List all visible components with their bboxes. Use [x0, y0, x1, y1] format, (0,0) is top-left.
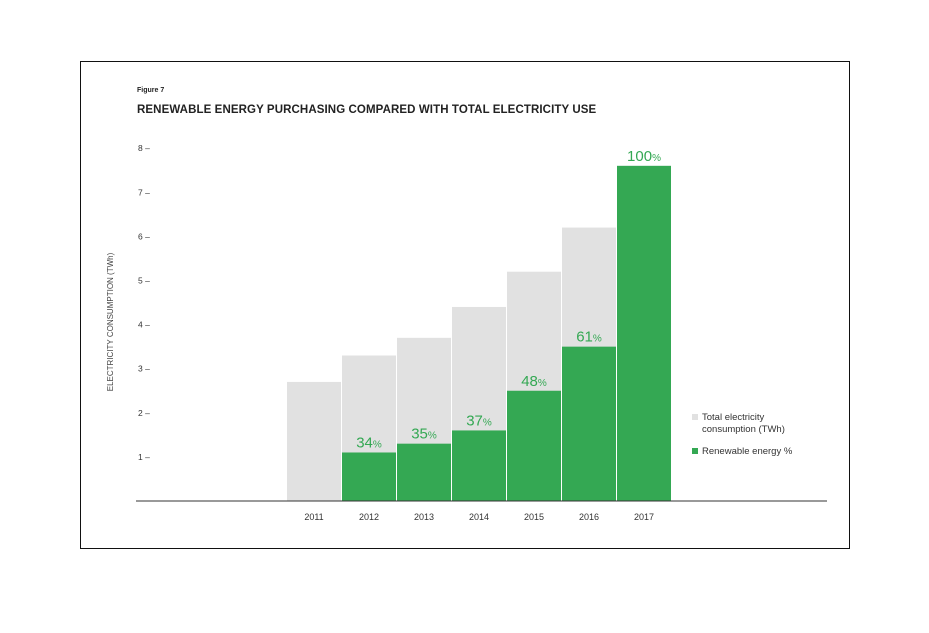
- renewable-bar-2017: [617, 165, 671, 501]
- legend-label-1: Total electricity: [702, 412, 765, 423]
- chart-title: RENEWABLE ENERGY PURCHASING COMPARED WIT…: [137, 104, 597, 116]
- y-tick-label-2: 2 –: [138, 408, 150, 418]
- legend-swatch-1: [692, 414, 698, 420]
- data-label-2013: 35%: [411, 426, 437, 443]
- renewable-bar-2016: [562, 346, 616, 501]
- total-bar-2011: [287, 381, 341, 501]
- data-label-2017: 100%: [627, 148, 661, 165]
- data-label-2016: 61%: [576, 329, 602, 346]
- figure-label: Figure 7: [137, 87, 164, 94]
- x-tick-label-2015: 2015: [524, 512, 544, 522]
- x-axis-ticks: 2011 2012 2013 2014 2015 2016 2017: [304, 512, 654, 522]
- renewable-bar-2012: [342, 452, 396, 501]
- y-tick-label-4: 4 –: [138, 320, 150, 330]
- data-label-2012: 34%: [356, 434, 382, 451]
- x-tick-label-2014: 2014: [469, 512, 489, 522]
- legend-swatch-2: [692, 448, 698, 454]
- y-tick-label-3: 3 –: [138, 364, 150, 374]
- renewable-bar-2013: [397, 443, 451, 501]
- renewable-bars: [342, 165, 671, 501]
- data-label-2014: 37%: [466, 412, 492, 429]
- y-tick-label-8: 8 –: [138, 143, 150, 153]
- y-tick-label-7: 7 –: [138, 187, 150, 197]
- data-label-2015: 48%: [521, 373, 547, 390]
- y-tick-label-6: 6 –: [138, 231, 150, 241]
- legend-label-1-line2: consumption (TWh): [702, 424, 785, 435]
- renewable-bar-2014: [452, 430, 506, 501]
- y-tick-label-1: 1 –: [138, 452, 150, 462]
- x-tick-label-2012: 2012: [359, 512, 379, 522]
- x-tick-label-2017: 2017: [634, 512, 654, 522]
- y-axis-label: ELECTRICITY CONSUMPTION (TWh): [106, 252, 115, 391]
- figure-frame: Figure 7 RENEWABLE ENERGY PURCHASING COM…: [80, 61, 850, 549]
- x-tick-label-2016: 2016: [579, 512, 599, 522]
- legend-label-2: Renewable energy %: [702, 446, 793, 457]
- x-tick-label-2013: 2013: [414, 512, 434, 522]
- renewable-energy-chart: Figure 7 RENEWABLE ENERGY PURCHASING COM…: [106, 87, 827, 522]
- y-axis-ticks: 1 – 2 – 3 – 4 – 5 – 6 – 7 – 8 –: [138, 143, 150, 462]
- y-tick-label-5: 5 –: [138, 276, 150, 286]
- percentage-labels: 34% 35% 37% 48% 61% 100%: [356, 148, 661, 452]
- renewable-bar-2015: [507, 390, 561, 501]
- x-tick-label-2011: 2011: [304, 512, 323, 522]
